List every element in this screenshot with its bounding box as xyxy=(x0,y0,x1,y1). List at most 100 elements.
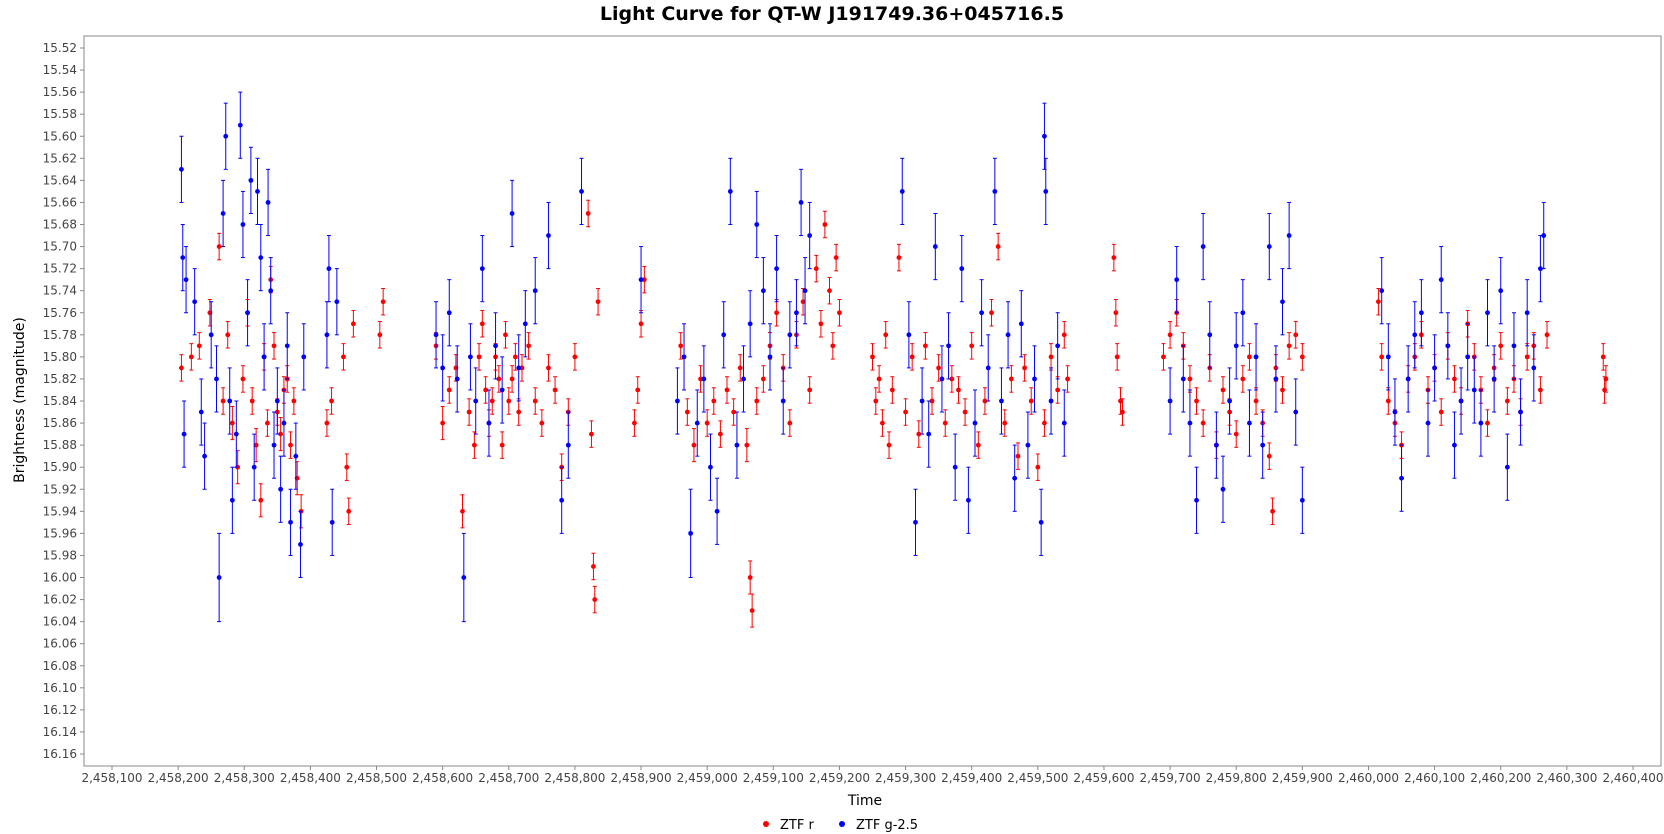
legend-label-ztf-r: ZTF r xyxy=(780,818,814,833)
ztf-r-point xyxy=(483,376,489,404)
ztf-r-marker xyxy=(807,387,813,393)
ztf-g-point xyxy=(688,488,694,578)
ztf-g-marker xyxy=(1227,398,1233,404)
ztf-r-marker xyxy=(731,409,737,415)
ztf-g-point xyxy=(248,146,254,214)
ztf-r-marker xyxy=(471,442,477,448)
ztf-g-point xyxy=(727,157,733,225)
ztf-g-marker xyxy=(1055,343,1061,349)
y-tick-label: 15.96 xyxy=(43,526,77,540)
ztf-r-point xyxy=(1299,343,1305,371)
ztf-g-marker xyxy=(1458,398,1464,404)
ztf-r-marker xyxy=(886,442,892,448)
ztf-r-marker xyxy=(813,266,819,272)
ztf-g-point xyxy=(926,400,932,468)
x-tick-label: 2,458,900 xyxy=(611,771,672,785)
ztf-r-point xyxy=(1233,420,1239,448)
ztf-r-marker xyxy=(1538,387,1543,393)
y-tick-label: 16.02 xyxy=(43,593,77,607)
ztf-r-point xyxy=(774,299,780,327)
ztf-r-point xyxy=(589,420,594,448)
ztf-r-point xyxy=(1200,409,1206,437)
ztf-r-marker xyxy=(635,387,641,393)
ztf-g-point xyxy=(198,378,204,446)
ztf-r-point xyxy=(552,376,558,404)
ztf-r-point xyxy=(975,431,981,459)
ztf-r-point xyxy=(886,431,892,459)
ztf-r-marker xyxy=(1002,420,1008,426)
ztf-r-marker xyxy=(585,211,591,216)
ztf-g-marker xyxy=(1025,442,1031,448)
ztf-g-point xyxy=(1418,279,1424,347)
ztf-r-point xyxy=(1280,376,1285,404)
ztf-r-point xyxy=(509,365,515,393)
ztf-g-marker xyxy=(208,332,214,338)
ztf-r-marker xyxy=(1452,376,1457,382)
ztf-r-point xyxy=(288,431,293,459)
y-tick-label: 15.70 xyxy=(43,240,77,254)
ztf-r-marker xyxy=(724,387,730,393)
ztf-g-point xyxy=(1524,279,1530,347)
ztf-g-marker xyxy=(227,398,233,404)
ztf-r-point xyxy=(641,265,647,294)
ztf-g-marker xyxy=(1207,332,1213,338)
ztf-r-point xyxy=(876,365,882,393)
ztf-r-marker xyxy=(1022,365,1027,371)
ztf-g-marker xyxy=(932,244,938,249)
ztf-g-point xyxy=(952,433,958,501)
ztf-r-marker xyxy=(684,409,690,415)
ztf-g-point xyxy=(802,257,808,325)
ztf-r-marker xyxy=(344,464,350,470)
ztf-g-marker xyxy=(1038,519,1044,525)
ztf-r-point xyxy=(489,387,495,415)
ztf-r-marker xyxy=(1600,354,1606,360)
ztf-g-marker xyxy=(1405,376,1411,382)
ztf-g-marker xyxy=(952,464,958,470)
ztf-r-marker xyxy=(909,354,915,360)
ztf-g-marker xyxy=(479,266,485,272)
ztf-g-marker xyxy=(271,442,277,448)
ztf-r-marker xyxy=(744,442,750,448)
x-tick-label: 2,458,800 xyxy=(544,771,605,785)
ztf-g-marker xyxy=(293,453,299,459)
ztf-g-point xyxy=(754,190,760,259)
ztf-r-point xyxy=(909,343,915,371)
ztf-g-marker xyxy=(1194,497,1199,503)
ztf-g-point xyxy=(223,102,229,170)
ztf-g-marker xyxy=(919,398,925,404)
y-tick-label: 16.04 xyxy=(43,615,77,629)
ztf-r-marker xyxy=(509,376,515,382)
y-axis: 15.52 15.54 15.56 15.58 15.60 15.62 15.64 15.66… xyxy=(43,41,84,761)
ztf-r-marker xyxy=(818,321,824,327)
ztf-g-marker xyxy=(1018,321,1024,327)
ztf-r-point xyxy=(265,409,270,437)
ztf-r-point xyxy=(1114,343,1120,371)
ztf-r-point xyxy=(344,453,350,481)
ztf-g-marker xyxy=(274,398,280,404)
ztf-r-marker xyxy=(1015,453,1021,459)
ztf-g-marker xyxy=(1200,244,1206,249)
ztf-r-marker xyxy=(883,332,889,338)
ztf-r-marker xyxy=(800,299,806,305)
ztf-r-point xyxy=(350,310,356,338)
ztf-g-marker xyxy=(1167,398,1173,404)
ztf-g-marker xyxy=(899,189,905,194)
ztf-r-marker xyxy=(787,420,793,426)
ztf-g-point xyxy=(1538,235,1543,303)
ztf-g-marker xyxy=(734,442,740,448)
ztf-r-point xyxy=(240,365,246,393)
ztf-g-marker xyxy=(1471,387,1477,393)
ztf-r-point xyxy=(873,387,879,415)
ztf-g-point xyxy=(1266,212,1272,281)
ztf-r-point xyxy=(923,332,928,360)
y-tick-label: 15.66 xyxy=(43,195,77,209)
ztf-g-marker xyxy=(1266,244,1272,249)
ztf-g-marker xyxy=(1399,475,1404,481)
y-tick-label: 16.12 xyxy=(43,703,77,717)
ztf-g-point xyxy=(798,168,804,237)
ztf-r-point xyxy=(969,332,975,360)
ztf-g-marker xyxy=(486,420,492,426)
ztf-r-marker xyxy=(822,222,828,227)
x-tick-label: 2,459,900 xyxy=(1272,771,1333,785)
ztf-g-marker xyxy=(220,211,226,216)
